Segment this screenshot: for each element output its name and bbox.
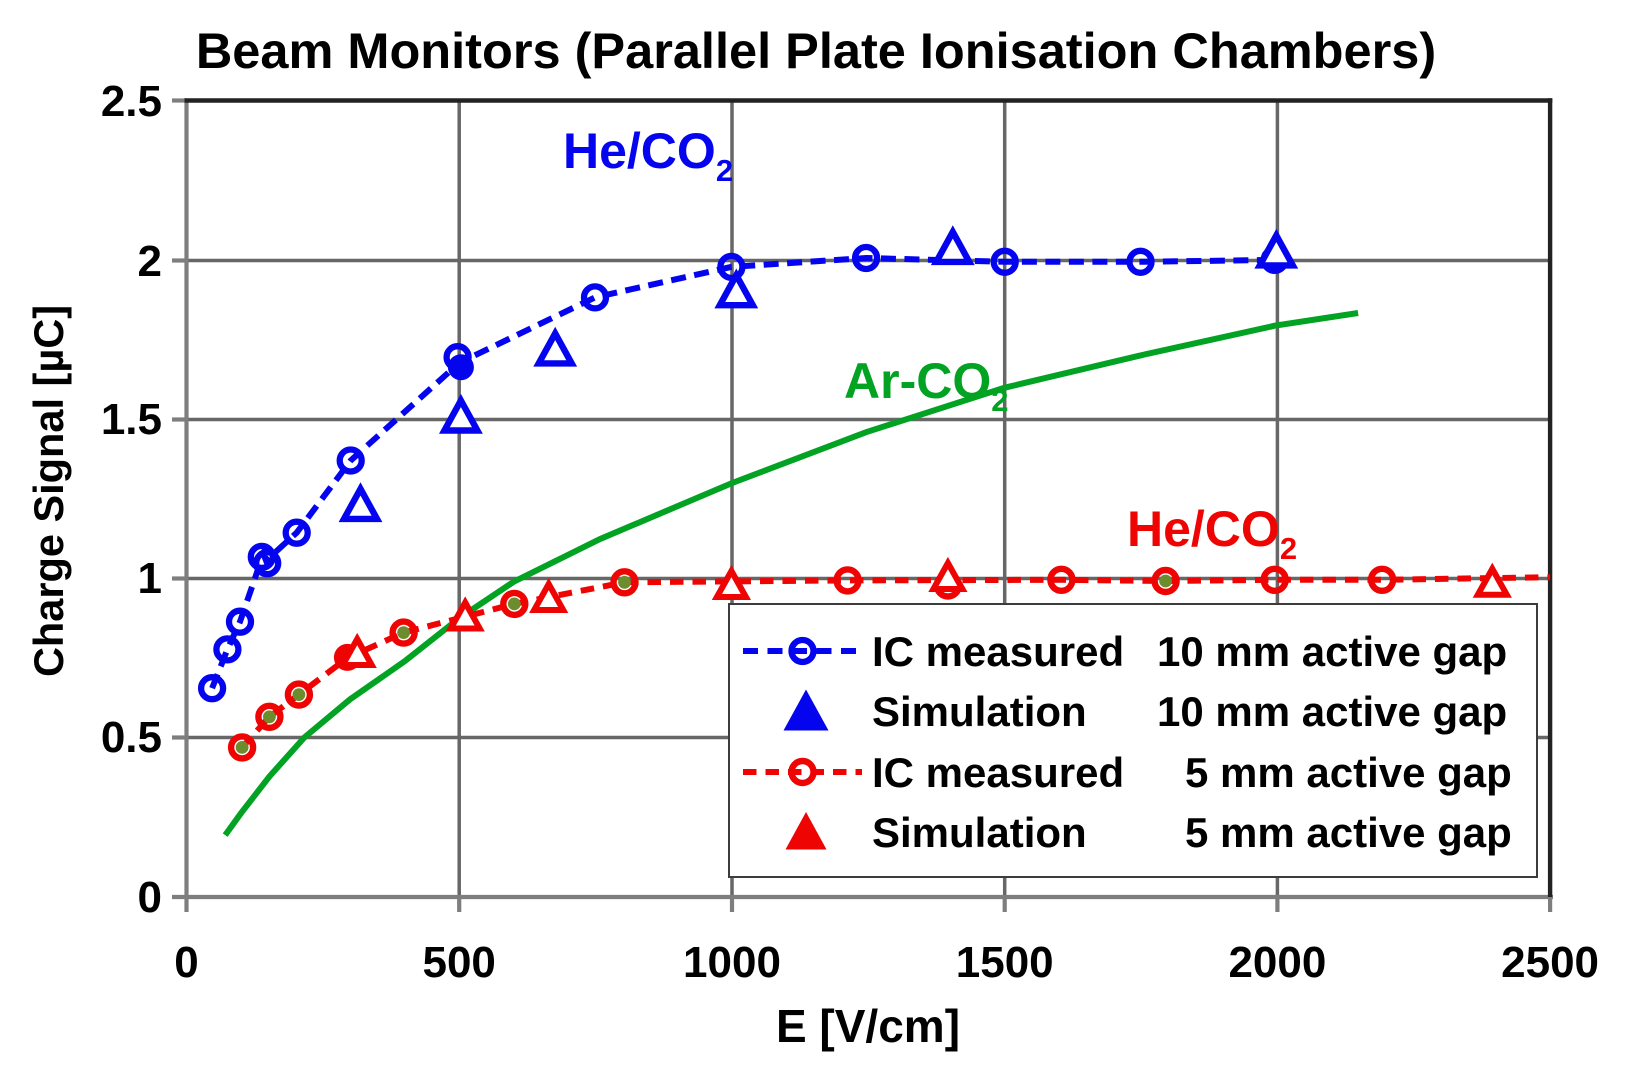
svg-text:1.5: 1.5 (101, 395, 162, 444)
svg-text:E [V/cm]: E [V/cm] (776, 1000, 960, 1052)
svg-text:10 mm active gap: 10 mm active gap (1157, 628, 1507, 675)
svg-text:Charge Signal [µC]: Charge Signal [µC] (25, 305, 72, 677)
svg-text:Ar-CO2: Ar-CO2 (844, 353, 1008, 418)
svg-text:0.5: 0.5 (101, 713, 162, 762)
svg-text:500: 500 (422, 938, 495, 987)
svg-text:1000: 1000 (683, 938, 781, 987)
svg-text:IC measured: IC measured (872, 749, 1124, 796)
svg-text:5 mm active gap: 5 mm active gap (1185, 749, 1512, 796)
svg-text:Beam Monitors (Parallel Plate: Beam Monitors (Parallel Plate Ionisation… (196, 22, 1436, 79)
svg-text:5 mm active gap: 5 mm active gap (1185, 809, 1512, 856)
svg-text:0: 0 (174, 938, 198, 987)
svg-text:2000: 2000 (1228, 938, 1326, 987)
svg-text:2500: 2500 (1501, 938, 1599, 987)
svg-text:0: 0 (138, 873, 162, 922)
svg-text:1500: 1500 (956, 938, 1054, 987)
svg-text:2.5: 2.5 (101, 77, 162, 126)
svg-text:IC measured: IC measured (872, 628, 1124, 675)
svg-text:He/CO2: He/CO2 (1127, 501, 1297, 566)
svg-text:Simulation: Simulation (872, 809, 1087, 856)
svg-text:2: 2 (138, 237, 162, 286)
svg-text:1: 1 (138, 554, 162, 603)
svg-text:He/CO2: He/CO2 (563, 123, 733, 188)
svg-text:10 mm active gap: 10 mm active gap (1157, 688, 1507, 735)
svg-text:Simulation: Simulation (872, 688, 1087, 735)
